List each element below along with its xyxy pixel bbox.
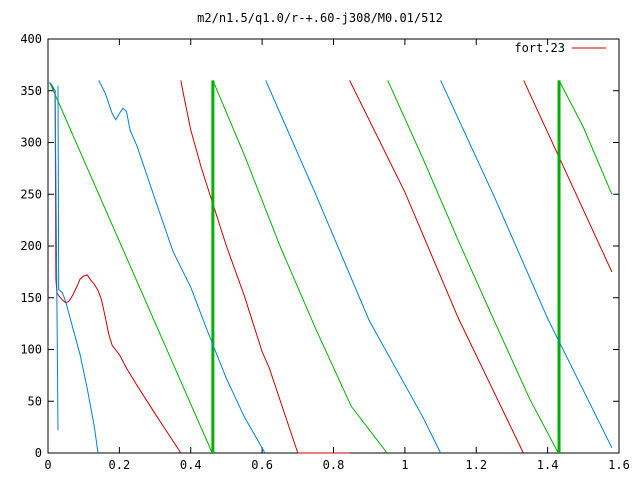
y-tick-label: 50: [28, 394, 42, 408]
series-0-line: [180, 80, 299, 454]
y-tick-label: 0: [35, 446, 42, 460]
series-2-line: [48, 82, 59, 431]
series-2-line: [98, 80, 266, 454]
legend-label: fort.23: [514, 41, 565, 55]
x-tick-label: 0.4: [180, 458, 202, 472]
series-2-line: [265, 80, 442, 454]
x-tick-label: 1: [401, 458, 408, 472]
series-1-line: [49, 82, 213, 454]
axis-ticks: 0 0.2 0.4 0.6 0.8 1 1.2 1.4 1.6 0 50 100 150 200 250 30…: [20, 32, 630, 472]
x-tick-label: 1.4: [537, 458, 559, 472]
legend: fort.23: [514, 41, 606, 55]
y-tick-label: 400: [20, 32, 42, 46]
chart-title: m2/n1.5/q1.0/r-+.60-j308/M0.01/512: [197, 11, 443, 25]
series-lines: [48, 80, 613, 454]
y-tick-label: 300: [20, 136, 42, 150]
series-2-line: [57, 85, 99, 454]
y-tick-label: 150: [20, 291, 42, 305]
y-tick-label: 200: [20, 239, 42, 253]
y-tick-label: 250: [20, 187, 42, 201]
series-2-line: [440, 80, 613, 449]
x-tick-label: 0.8: [323, 458, 345, 472]
series-0-line: [55, 274, 182, 454]
series-0-line: [349, 80, 524, 454]
series-1-line: [558, 80, 613, 195]
y-tick-label: 350: [20, 84, 42, 98]
x-tick-label: 0.2: [109, 458, 131, 472]
y-tick-label: 100: [20, 343, 42, 357]
x-tick-label: 0.6: [251, 458, 273, 472]
x-tick-label: 0: [44, 458, 51, 472]
series-1-line: [212, 80, 388, 454]
x-tick-label: 1.6: [608, 458, 630, 472]
series-1-line: [387, 80, 559, 454]
x-tick-label: 1.2: [465, 458, 487, 472]
series-0-line: [523, 80, 613, 273]
